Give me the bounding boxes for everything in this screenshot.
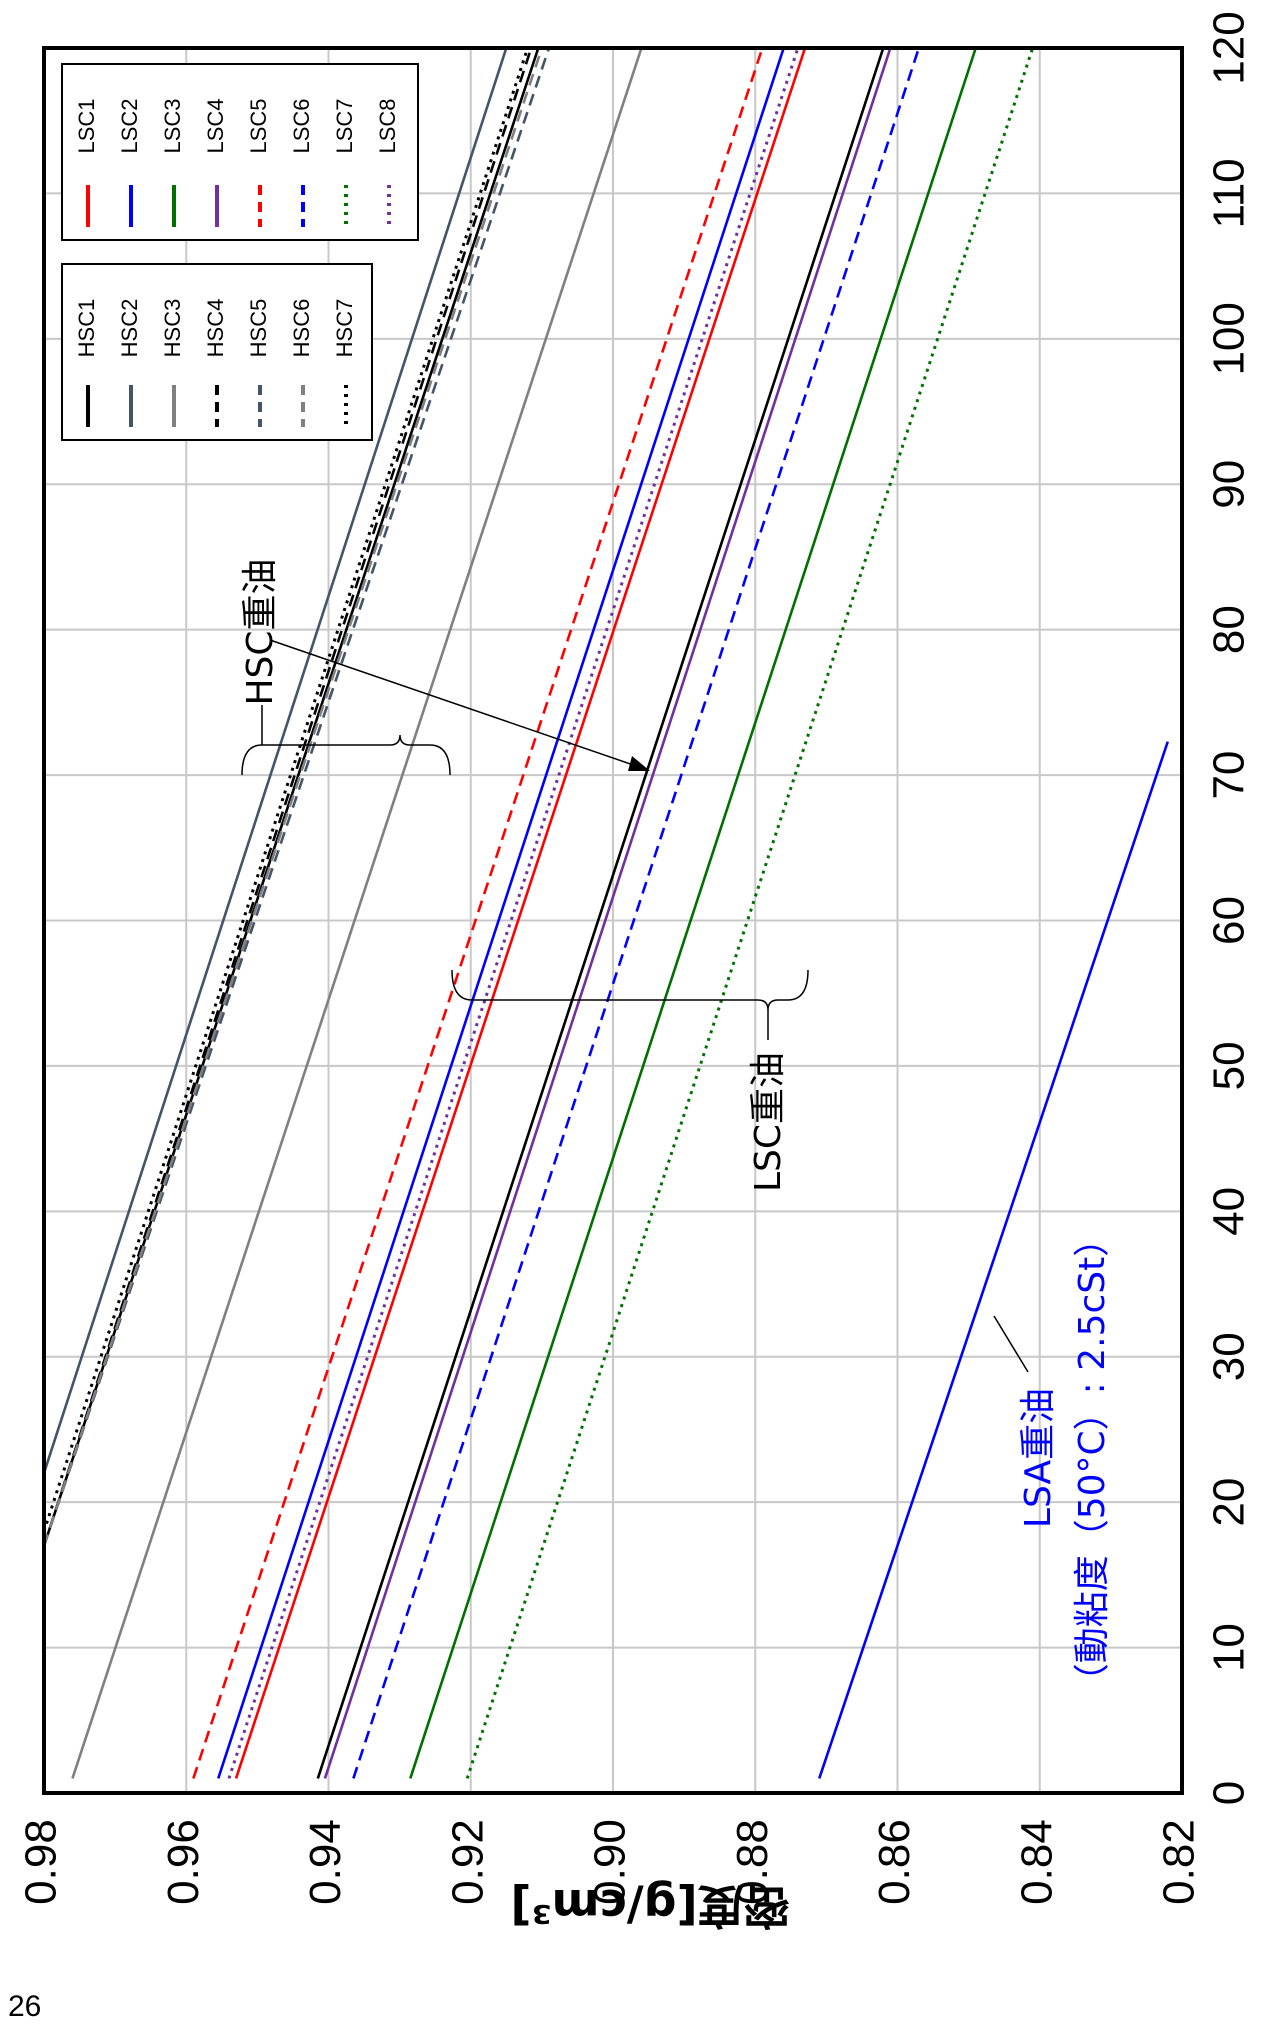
- legend-label-hsc3: HSC3: [160, 299, 185, 358]
- legend-hsc: HSC1 HSC2 HSC3 HSC4 HSC5 HSC6 HSC7: [61, 263, 373, 441]
- legend-label-lsc8: LSC8: [375, 98, 400, 153]
- series-lsc7: [465, 47, 1035, 1779]
- x-tick-label-90: 90: [1205, 460, 1254, 509]
- x-tick-label-80: 80: [1205, 605, 1254, 654]
- x-tick-labels: 0 10 20 30 40 50 60 70 80 90 100 110 120: [1205, 11, 1254, 1805]
- y-tick-label-0.98: 0.98: [17, 1819, 66, 1905]
- legend-label-lsc1: LSC1: [74, 98, 99, 153]
- series-hsc2: [42, 47, 508, 1474]
- y-tick-labels: 0.98 0.96 0.94 0.92 0.90 0.88 0.86 0.84 0.82: [17, 1819, 1204, 1905]
- legend-label-hsc4: HSC4: [203, 299, 228, 358]
- lsa-label-line2: （動粘度（50°C）: 2.5cSt）: [1072, 1221, 1113, 1700]
- legend-label-lsc4: LSC4: [203, 98, 228, 153]
- series-hsc4: [42, 47, 533, 1547]
- y-tick-label-0.84: 0.84: [1012, 1819, 1061, 1905]
- legend-label-hsc2: HSC2: [117, 299, 142, 358]
- lsa-label-line1: LSA重油: [1018, 1388, 1059, 1528]
- hsc-pointer-line: [269, 639, 646, 770]
- legend-lsc-box: [61, 63, 419, 241]
- page-number: 26: [8, 1990, 42, 2023]
- y-tick-label-0.96: 0.96: [159, 1819, 208, 1905]
- legend-label-lsc7: LSC7: [332, 98, 357, 153]
- plot-frame: [42, 46, 1184, 1795]
- legend-label-hsc6: HSC6: [289, 299, 314, 358]
- x-tick-label-50: 50: [1205, 1041, 1254, 1090]
- x-tick-label-110: 110: [1205, 158, 1254, 228]
- hsc-annotation: HSC重油: [240, 558, 650, 776]
- series-hsc5: [42, 47, 551, 1547]
- hsc-pointer-arrowhead: [628, 756, 650, 771]
- series-lsa: [818, 741, 1170, 1779]
- lsa-pointer-line: [993, 1315, 1029, 1373]
- x-tick-label-0: 0: [1205, 1781, 1254, 1805]
- legend-label-hsc7: HSC7: [332, 299, 357, 358]
- legend-label-hsc1: HSC1: [74, 299, 99, 358]
- x-tick-label-120: 120: [1205, 11, 1254, 84]
- series-lsc3: [409, 47, 977, 1779]
- y-tick-label-0.92: 0.92: [443, 1819, 492, 1905]
- y-tick-label-0.94: 0.94: [301, 1819, 350, 1905]
- x-tick-label-30: 30: [1205, 1332, 1254, 1381]
- x-tick-label-70: 70: [1205, 751, 1254, 800]
- legend-label-lsc2: LSC2: [117, 98, 142, 153]
- plot-series: [42, 47, 1170, 1779]
- legend-label-lsc5: LSC5: [246, 98, 271, 153]
- legend-lsc: LSC1 LSC2 LSC3 LSC4 LSC5 LSC6 LSC7 LSC8: [61, 63, 419, 241]
- series-hsc3: [71, 47, 643, 1779]
- lsc-group-label: LSC重油: [748, 1052, 789, 1192]
- lsa-annotation: LSA重油 （動粘度（50°C）: 2.5cSt）: [993, 1221, 1113, 1700]
- y-tick-label-0.88: 0.88: [728, 1819, 777, 1905]
- x-tick-label-40: 40: [1205, 1187, 1254, 1236]
- series-lsc1: [234, 47, 807, 1779]
- legend-label-lsc3: LSC3: [160, 98, 185, 153]
- x-tick-label-100: 100: [1205, 302, 1254, 375]
- x-tick-label-20: 20: [1205, 1478, 1254, 1527]
- x-tick-label-10: 10: [1205, 1623, 1254, 1672]
- y-tick-label-0.90: 0.90: [586, 1819, 635, 1905]
- series-hsc6: [42, 47, 544, 1547]
- lsc-annotation: LSC重油: [451, 969, 809, 1192]
- series-lsc6: [352, 47, 921, 1779]
- series-lsc4: [323, 47, 892, 1779]
- hsc-brace: [241, 734, 451, 776]
- y-tick-label-0.86: 0.86: [870, 1819, 919, 1905]
- x-tick-label-60: 60: [1205, 896, 1254, 945]
- series-lsc2: [217, 47, 785, 1779]
- series-hsc1: [42, 47, 540, 1547]
- legend-label-hsc5: HSC5: [246, 299, 271, 358]
- y-tick-label-0.82: 0.82: [1155, 1819, 1204, 1905]
- series-hsc1-extra: [316, 47, 885, 1779]
- hsc-group-label: HSC重油: [240, 558, 281, 705]
- y-axis-label: 密度[g/cm³]: [510, 1879, 789, 1933]
- legend-label-lsc6: LSC6: [289, 98, 314, 153]
